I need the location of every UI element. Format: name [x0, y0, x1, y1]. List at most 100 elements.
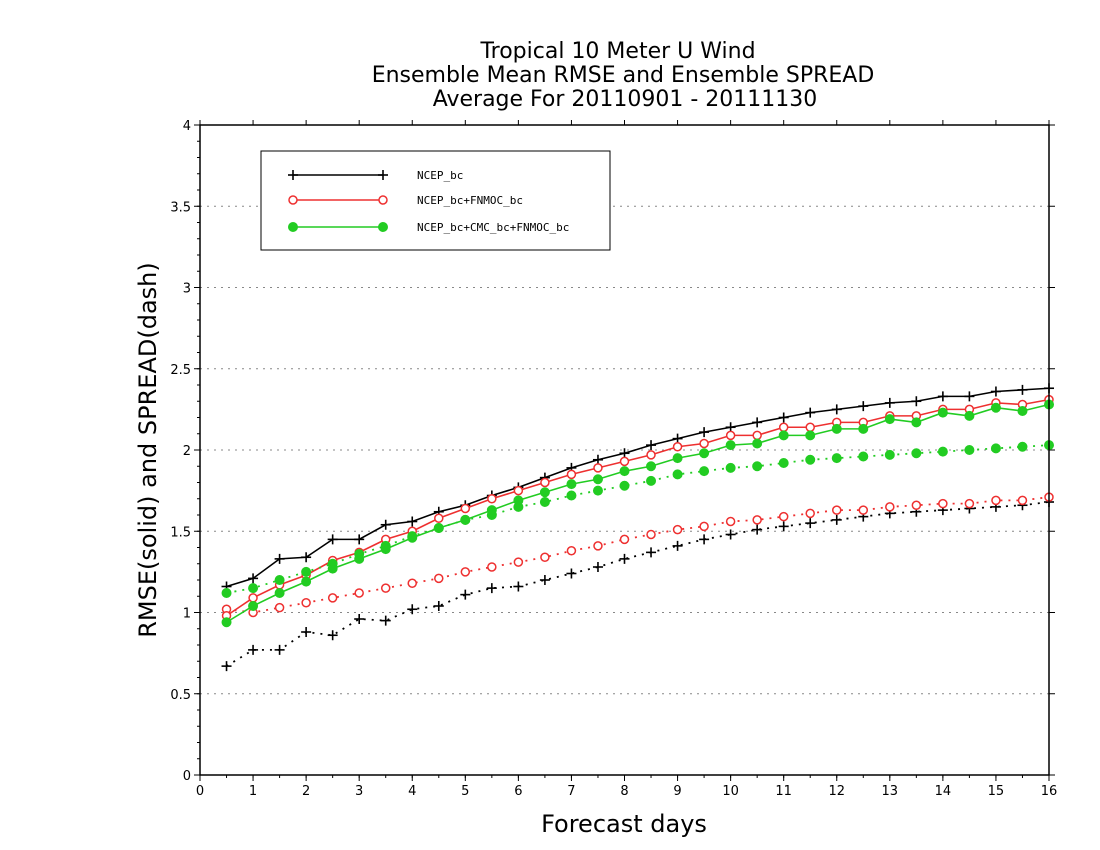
series-0-rmse-plus-marker	[884, 397, 895, 408]
series-2-spread-dot-marker	[646, 475, 657, 486]
series-2-spread-dot-marker	[858, 451, 869, 462]
series-1-spread-circle-marker	[487, 562, 497, 572]
series-2-rmse-dot-marker	[672, 453, 683, 464]
series-0-spread-plus-marker	[539, 575, 550, 585]
series-1-spread-circle-marker	[858, 505, 869, 515]
series-2-spread-dot-marker	[884, 449, 895, 460]
series-1-spread-circle-marker	[301, 598, 311, 608]
series-2-spread-dot-marker	[274, 575, 285, 585]
series-2-spread-dot-marker	[937, 446, 948, 457]
series-2-rmse-dot-marker	[990, 402, 1001, 413]
legend-right-dot-marker	[378, 222, 388, 232]
series-0-rmse-plus-marker	[672, 433, 683, 444]
series-1-spread-circle-marker	[964, 498, 975, 509]
series-2-spread-dot-marker	[301, 566, 312, 577]
chart-title-line-1: Tropical 10 Meter U Wind	[479, 39, 755, 64]
series-1-spread-circle-marker	[1017, 495, 1028, 506]
series-2-spread-dot-marker	[831, 453, 842, 464]
series-2-rmse-dot-marker	[646, 461, 657, 472]
series-2-rmse-dot-marker	[221, 617, 232, 628]
series-0-rmse-plus-marker	[301, 552, 312, 563]
series-2-rmse-dot-marker	[831, 423, 842, 434]
series-2-rmse-dot-marker	[566, 479, 577, 490]
series-1-rmse-circle-marker	[805, 422, 815, 432]
series-0-spread-plus-marker	[274, 644, 285, 655]
series-0-rmse-plus-marker	[327, 534, 338, 545]
series-1-spread-circle-marker	[752, 515, 762, 525]
series-0-spread-plus-marker	[460, 589, 471, 600]
series-1-spread-circle-marker	[593, 541, 603, 551]
series-0-rmse-plus-marker	[805, 407, 816, 418]
legend-left-dot-marker	[288, 222, 298, 232]
series-1-spread-circle-marker	[407, 578, 417, 588]
series-2-rmse-dot-marker	[964, 410, 975, 421]
series-2-rmse-dot-marker	[327, 563, 338, 574]
series-0-spread-plus-marker	[805, 518, 816, 529]
series-2-rmse-dot-marker	[274, 588, 285, 598]
series-1-rmse-circle-marker	[513, 485, 524, 496]
series-1-spread-circle-marker	[832, 505, 842, 515]
series-2-spread-dot-marker	[1017, 441, 1028, 452]
series-1-rmse-circle-marker	[540, 477, 550, 488]
series-0-rmse-plus-marker	[937, 391, 948, 402]
series-1-spread-circle-marker	[619, 534, 630, 545]
series-2-spread-dot-marker	[539, 497, 550, 507]
series-2-spread-dot-marker	[778, 458, 789, 468]
series-1-rmse-circle-marker	[566, 469, 577, 480]
x-tick-label: 16	[1041, 784, 1058, 799]
series-2-rmse-dot-marker	[592, 474, 603, 485]
y-tick-label: 2	[183, 444, 191, 459]
series-2-spread-dot-marker	[725, 462, 736, 473]
series-2-spread-dot-marker	[752, 461, 763, 472]
series-1-spread-circle-marker	[513, 557, 524, 567]
series-1-spread-circle-marker	[991, 495, 1001, 506]
y-tick-label: 2.5	[170, 363, 191, 378]
series-0-rmse-plus-marker	[619, 448, 630, 459]
series-0-spread-plus-marker	[221, 661, 232, 672]
series-0-spread-plus-marker	[752, 524, 763, 535]
series-2-rmse-dot-marker	[539, 487, 550, 498]
series-1-spread-circle-marker	[672, 524, 683, 535]
series-2-rmse-dot-marker	[460, 514, 471, 525]
x-tick-label: 8	[620, 784, 628, 799]
series-2-spread-dot-marker	[911, 448, 922, 459]
x-axis-label: Forecast days	[541, 810, 707, 838]
legend-left-plus-marker	[288, 170, 298, 180]
chart-title-line-2: Ensemble Mean RMSE and Ensemble SPREAD	[372, 63, 875, 88]
plot-frame	[199, 124, 1050, 776]
series-2-rmse-dot-marker	[433, 523, 444, 533]
series-2-rmse-dot-marker	[805, 430, 816, 441]
series-1-rmse-circle-marker	[460, 503, 471, 514]
series-0-rmse-plus-marker	[1017, 384, 1028, 395]
series-1-spread-circle-marker	[699, 521, 709, 532]
series-2-rmse-dot-marker	[407, 532, 418, 543]
series-2-rmse-dot-marker	[937, 407, 948, 418]
series-1-rmse-circle-marker	[646, 450, 656, 460]
series-0-rmse-plus-marker	[248, 573, 259, 584]
series-2-rmse-dot-marker	[619, 466, 630, 477]
series-2-rmse-dot-marker	[1017, 406, 1028, 416]
series-1-rmse-circle-marker	[725, 430, 736, 441]
series-1-spread-circle-marker	[434, 573, 444, 584]
series-0-rmse-plus-marker	[858, 401, 869, 412]
x-tick-label: 2	[302, 784, 310, 799]
series-0-rmse-plus-marker	[592, 454, 603, 465]
legend-left-circle-marker	[288, 195, 298, 205]
series-1-rmse-circle-marker	[434, 513, 444, 523]
series-0-rmse-plus-marker	[911, 396, 922, 407]
x-tick-label: 15	[988, 784, 1005, 799]
series-2-rmse-dot-marker	[380, 544, 391, 555]
series-2-rmse-dot-marker	[884, 414, 895, 425]
x-tick-label: 3	[355, 784, 363, 799]
x-tick-label: 13	[882, 784, 899, 799]
legend-right-plus-marker	[378, 170, 388, 180]
series-1-rmse-circle-marker	[699, 438, 709, 449]
series-2-spread-dot-marker	[566, 490, 577, 501]
series-1-spread-circle-marker	[911, 500, 922, 510]
series-1-spread-circle-marker	[805, 508, 815, 519]
series-2-rmse-dot-marker	[778, 430, 789, 441]
series-1-rmse-circle-marker	[487, 494, 497, 504]
series-0-spread-plus-marker	[354, 614, 365, 624]
series-0-spread-plus-marker	[619, 553, 630, 564]
